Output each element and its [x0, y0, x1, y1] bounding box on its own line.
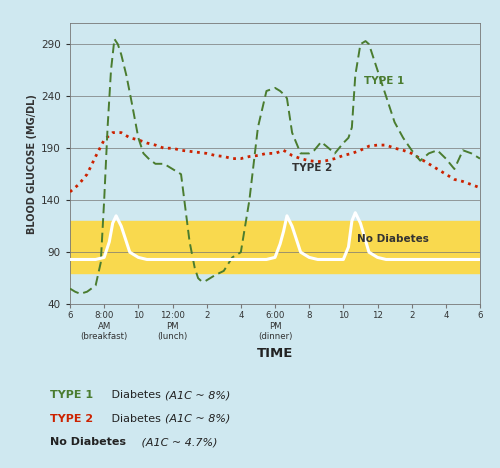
Text: (A1C ~ 4.7%): (A1C ~ 4.7%) [138, 437, 217, 447]
Text: TIME: TIME [257, 347, 293, 360]
Text: No Diabetes: No Diabetes [50, 437, 126, 447]
Text: TYPE 1: TYPE 1 [50, 390, 93, 401]
Text: Diabetes: Diabetes [108, 414, 164, 424]
Text: TYPE 2: TYPE 2 [292, 163, 333, 173]
Text: No Diabetes: No Diabetes [357, 234, 429, 244]
Text: TYPE 1: TYPE 1 [364, 76, 404, 86]
Bar [70, 221, 480, 273]
Text: (A1C ~ 8%): (A1C ~ 8%) [165, 414, 230, 424]
Text: TYPE 2: TYPE 2 [50, 414, 93, 424]
Y-axis label: BLOOD GLUCOSE (MG/DL): BLOOD GLUCOSE (MG/DL) [27, 94, 37, 234]
Text: (A1C ~ 8%): (A1C ~ 8%) [165, 390, 230, 401]
Text: Diabetes: Diabetes [108, 390, 164, 401]
